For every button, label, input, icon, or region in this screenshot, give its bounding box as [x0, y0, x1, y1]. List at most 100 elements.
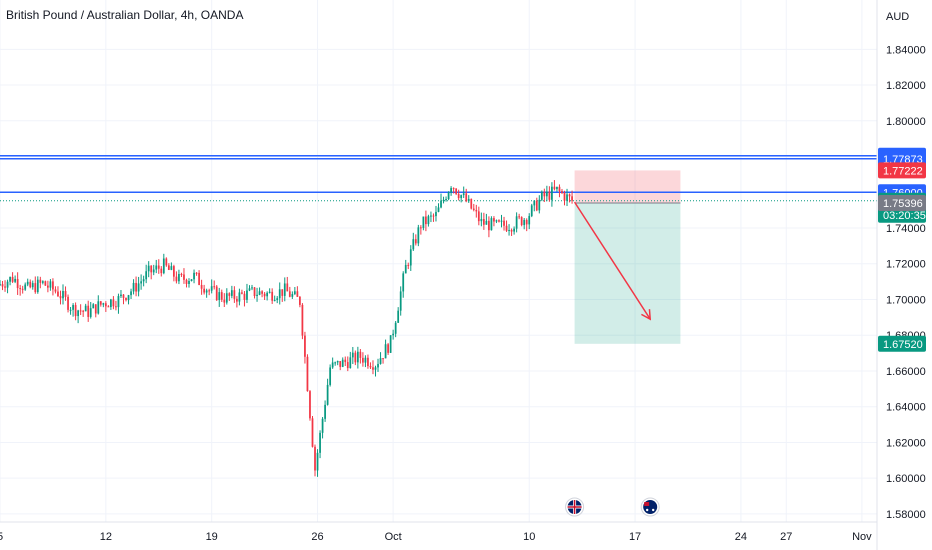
candle — [218, 292, 221, 301]
candle — [377, 363, 379, 368]
candle — [435, 211, 437, 217]
candle — [331, 362, 334, 368]
candle — [528, 216, 531, 225]
candle — [157, 265, 160, 269]
candle — [382, 358, 384, 360]
candle — [162, 258, 165, 274]
trend-arrow[interactable] — [573, 201, 651, 320]
candle — [67, 296, 69, 310]
candle — [553, 186, 556, 190]
candle — [26, 281, 29, 285]
candle — [362, 357, 364, 363]
horizontal-lines[interactable] — [0, 154, 877, 202]
candle — [498, 220, 500, 222]
price-tick-label: 1.60000 — [886, 473, 926, 485]
au-flag-icon[interactable] — [640, 497, 660, 517]
candle — [210, 286, 213, 291]
candle — [477, 211, 480, 222]
candle — [387, 344, 389, 353]
price-tick-label: 1.58000 — [886, 509, 926, 521]
price-badge-entry[interactable]: 1.75396 — [878, 195, 926, 212]
candle — [462, 193, 465, 196]
candle — [356, 351, 359, 363]
candle — [170, 266, 173, 270]
candle — [571, 196, 573, 201]
candle — [225, 293, 228, 303]
candle — [329, 367, 332, 385]
candle — [301, 304, 304, 336]
candle — [92, 304, 95, 309]
candle — [19, 288, 22, 290]
candle — [208, 290, 211, 292]
candle — [79, 310, 82, 312]
candle — [24, 284, 27, 290]
candle — [488, 220, 490, 231]
candle — [548, 191, 551, 200]
candle — [346, 362, 349, 369]
candle — [82, 310, 85, 312]
candle — [465, 193, 468, 202]
candle — [188, 281, 190, 284]
candle — [417, 227, 420, 244]
candle — [273, 300, 276, 302]
candle — [140, 281, 143, 284]
price-badge-target[interactable]: 1.67520 — [878, 335, 926, 352]
candle — [72, 305, 74, 310]
candle — [419, 227, 422, 229]
candle — [253, 287, 256, 297]
overlays[interactable] — [565, 201, 660, 517]
candle — [306, 356, 309, 392]
candle — [263, 293, 266, 297]
candle — [505, 225, 508, 231]
time-tick-label: Oct — [385, 531, 402, 543]
candle — [407, 264, 410, 266]
candle — [432, 215, 435, 217]
candle — [286, 283, 289, 292]
candle — [36, 279, 39, 293]
candle — [34, 283, 37, 293]
candle — [467, 198, 470, 202]
candle — [205, 290, 208, 293]
candle — [440, 200, 442, 208]
candle — [291, 294, 294, 297]
candle — [445, 199, 447, 201]
position-zones[interactable] — [574, 170, 681, 344]
candle — [293, 291, 296, 295]
badge-price: 1.77222 — [883, 165, 923, 177]
badge-price: 1.75396 — [883, 198, 923, 210]
candle — [21, 288, 24, 290]
candle — [165, 258, 168, 266]
candle — [422, 216, 425, 229]
candle — [190, 279, 193, 282]
uk-flag-icon[interactable] — [565, 497, 585, 517]
time-tick-label: 5 — [0, 531, 3, 543]
candle — [94, 304, 97, 314]
price-tick-label: 1.72000 — [886, 259, 926, 271]
candle — [238, 292, 241, 302]
candle — [69, 309, 72, 311]
candle — [364, 357, 367, 363]
candle — [543, 191, 546, 197]
candle — [530, 205, 533, 217]
candle — [248, 288, 251, 291]
stop-loss-zone[interactable] — [574, 170, 681, 204]
candle — [4, 286, 6, 288]
candle — [563, 192, 566, 201]
candle — [261, 291, 263, 294]
candle — [392, 333, 395, 336]
arrow-head — [641, 309, 652, 321]
candle — [14, 278, 17, 282]
take-profit-zone[interactable] — [574, 203, 681, 344]
candle — [41, 281, 44, 283]
candle — [152, 269, 155, 273]
candle — [135, 282, 137, 292]
candle — [59, 296, 62, 299]
candle — [457, 193, 460, 199]
price-tick-label: 1.70000 — [886, 294, 926, 306]
candle — [99, 301, 102, 305]
candle — [54, 289, 57, 292]
candle — [404, 264, 407, 274]
price-badge-stop[interactable]: 1.77222 — [878, 162, 926, 179]
